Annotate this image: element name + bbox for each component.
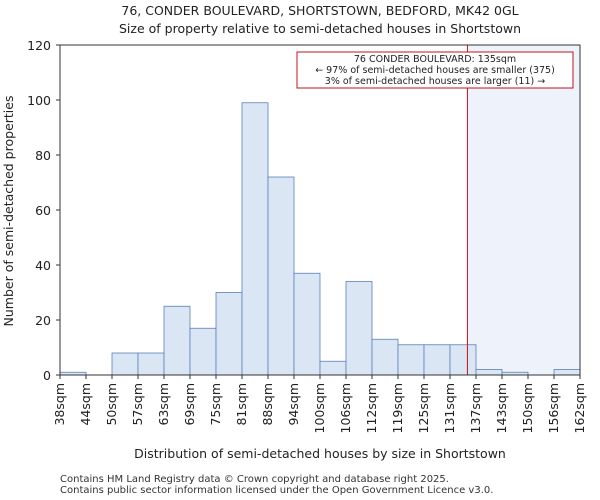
x-tick-label: 150sqm — [520, 383, 535, 433]
x-tick-label: 57sqm — [130, 383, 145, 426]
x-tick-label: 44sqm — [78, 383, 93, 426]
footer-line2: Contains public sector information licen… — [60, 485, 494, 496]
bar-57sqm — [137, 352, 165, 376]
y-tick-label: 20 — [35, 313, 51, 328]
bar-131sqm — [449, 344, 477, 376]
x-tick-label: 143sqm — [494, 383, 509, 433]
bar-94sqm — [293, 272, 321, 376]
x-tick-label: 119sqm — [390, 383, 405, 433]
y-tick-label: 100 — [27, 93, 51, 108]
x-tick-label: 38sqm — [52, 383, 67, 426]
x-tick-label: 156sqm — [546, 383, 561, 433]
bar-81sqm — [241, 102, 269, 376]
bar-119sqm — [397, 344, 425, 376]
footer-line1: Contains HM Land Registry data © Crown c… — [60, 474, 449, 485]
x-tick-label: 50sqm — [104, 383, 119, 426]
x-tick-label: 112sqm — [364, 383, 379, 433]
x-axis: 38sqm 44sqm 50sqm 57sqm 63sqm 69sqm 75sqm 81sqm… — [52, 375, 587, 433]
y-tick-label: 60 — [35, 203, 51, 218]
bar-100sqm — [319, 360, 347, 376]
x-tick-label: 88sqm — [260, 383, 275, 426]
x-tick-label: 94sqm — [286, 383, 301, 426]
y-tick-label: 40 — [35, 258, 51, 273]
bar-156sqm — [553, 369, 581, 376]
x-tick-label: 162sqm — [572, 383, 587, 433]
y-tick-label: 80 — [35, 148, 51, 163]
histogram-chart: 76, CONDER BOULEVARD, SHORTSTOWN, BEDFOR… — [1, 3, 587, 461]
x-axis-label: Distribution of semi-detached houses by … — [134, 446, 506, 461]
bar-106sqm — [345, 281, 373, 376]
bar-88sqm — [267, 176, 295, 376]
bar-69sqm — [189, 327, 217, 376]
x-tick-label: 131sqm — [442, 383, 457, 433]
y-tick-label: 0 — [43, 368, 51, 383]
x-tick-label: 100sqm — [312, 383, 327, 433]
x-tick-label: 106sqm — [338, 383, 353, 433]
bar-112sqm — [371, 338, 399, 376]
bar-75sqm — [215, 292, 243, 376]
bars-group — [59, 102, 581, 376]
x-tick-label: 125sqm — [416, 383, 431, 433]
annotation-line3: 3% of semi-detached houses are larger (1… — [325, 76, 545, 87]
bar-50sqm — [111, 352, 139, 376]
bar-63sqm — [163, 305, 191, 376]
annotation-line2: ← 97% of semi-detached houses are smalle… — [315, 65, 555, 76]
x-tick-label: 137sqm — [468, 383, 483, 433]
bar-137sqm — [475, 369, 503, 376]
y-axis: 0 20 40 60 80 100 120 — [27, 38, 60, 383]
y-tick-label: 120 — [27, 38, 51, 53]
annotation-box: 76 CONDER BOULEVARD: 135sqm ← 97% of sem… — [296, 51, 574, 89]
larger-region-shade — [467, 45, 580, 375]
annotation-frame — [296, 51, 574, 89]
annotation-line1: 76 CONDER BOULEVARD: 135sqm — [354, 54, 516, 65]
x-tick-label: 63sqm — [156, 383, 171, 426]
chart-title-line1: 76, CONDER BOULEVARD, SHORTSTOWN, BEDFOR… — [121, 3, 518, 18]
bar-125sqm — [423, 344, 451, 376]
x-tick-label: 69sqm — [182, 383, 197, 426]
y-axis-label: Number of semi-detached properties — [1, 96, 16, 327]
x-tick-label: 75sqm — [208, 383, 223, 426]
x-tick-label: 81sqm — [234, 383, 249, 426]
chart-title-line2: Size of property relative to semi-detach… — [119, 21, 521, 36]
